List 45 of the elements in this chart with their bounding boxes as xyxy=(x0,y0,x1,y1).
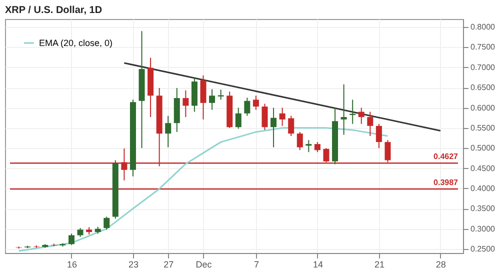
candlestick xyxy=(358,107,364,124)
y-tick-label: 0.7500 xyxy=(470,42,496,52)
candlestick xyxy=(165,115,172,148)
y-tick-label: 0.6500 xyxy=(470,83,496,92)
x-tick-label: 21 xyxy=(374,260,384,270)
candlestick xyxy=(306,140,312,153)
x-tick-label: 14 xyxy=(312,260,323,270)
y-tick-label: 0.2500 xyxy=(470,244,496,254)
x-tick-label: 23 xyxy=(128,260,138,270)
y-tick-label: 0.3000 xyxy=(470,224,496,234)
x-tick-label: 7 xyxy=(254,260,259,270)
x-tick-label: Dec xyxy=(196,260,212,270)
candlestick xyxy=(262,103,268,130)
candlestick xyxy=(296,131,303,151)
chart-title: XRP / U.S. Dollar, 1D xyxy=(5,5,102,16)
candlestick xyxy=(288,115,294,136)
y-tick-label: 0.4000 xyxy=(470,184,496,193)
x-tick-label: 27 xyxy=(164,260,174,270)
x-tick-label: 16 xyxy=(66,260,77,270)
candlestick xyxy=(314,142,320,153)
candlestick xyxy=(270,107,277,148)
candlestick xyxy=(367,111,374,136)
candlestick xyxy=(209,88,216,110)
line-series xyxy=(18,127,388,252)
ref-line-label: 0.4627 xyxy=(434,152,459,162)
y-tick-label: 0.6000 xyxy=(470,103,496,112)
candlestick xyxy=(244,97,250,116)
y-tick-label: 0.4500 xyxy=(470,164,496,173)
candlestick xyxy=(252,95,259,110)
candlestick xyxy=(340,84,347,136)
candlestick xyxy=(104,216,110,230)
legend-label: EMA (20, close, 0) xyxy=(39,38,113,48)
candlestick xyxy=(182,90,189,118)
x-tick-label: 28 xyxy=(436,260,446,270)
ref-line-label: 0.3987 xyxy=(434,178,459,187)
candlestick xyxy=(68,233,74,246)
candlestick xyxy=(279,107,286,126)
y-tick-label: 0.8000 xyxy=(470,22,496,32)
y-tick-label: 0.5000 xyxy=(470,144,496,153)
y-tick-label: 0.7000 xyxy=(470,62,496,72)
y-tick-label: 0.5500 xyxy=(470,123,496,132)
y-tick-label: 0.3500 xyxy=(470,204,496,214)
candlestick xyxy=(235,107,242,130)
candlestick xyxy=(200,74,206,120)
candlestick xyxy=(376,123,382,149)
